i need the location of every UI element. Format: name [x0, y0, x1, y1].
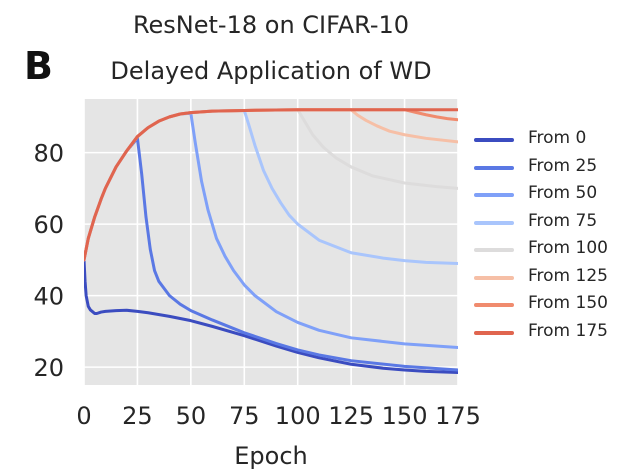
legend-swatch	[474, 303, 514, 307]
grid-lines	[83, 99, 459, 385]
x-tick-labels: 0 25 50 75 100 125 150 175	[76, 402, 481, 430]
legend-label: From 0	[528, 128, 587, 148]
x-tick-label-2: 50	[176, 402, 207, 430]
legend-label: From 50	[528, 183, 598, 203]
x-tick-label-1: 25	[122, 402, 153, 430]
legend-item-4: From 100	[472, 235, 616, 263]
legend-label: From 150	[528, 293, 608, 313]
legend-swatch	[474, 248, 514, 252]
y-tick-label-2: 60	[33, 211, 64, 239]
legend-swatch	[474, 275, 514, 280]
x-tick-label-3: 75	[229, 402, 260, 430]
chart-subtitle: Delayed Application of WD	[110, 57, 432, 85]
legend-swatch	[474, 138, 514, 142]
x-tick-label-0: 0	[76, 402, 91, 430]
series-line-0	[84, 258, 458, 374]
x-tick-label-5: 125	[328, 402, 374, 430]
y-tick-label-1: 40	[33, 283, 64, 311]
chart-title: ResNet-18 on CIFAR-10	[132, 11, 410, 39]
legend-item-7: From 175	[472, 318, 616, 346]
legend-label: From 100	[528, 238, 608, 258]
x-tick-label-4: 100	[275, 402, 321, 430]
plot-background	[84, 99, 458, 385]
y-tick-label-3: 80	[33, 140, 64, 168]
legend-item-6: From 150	[472, 290, 616, 318]
x-tick-label-6: 150	[382, 402, 428, 430]
legend-item-3: From 75	[472, 208, 616, 236]
legend-label: From 125	[528, 265, 608, 286]
legend-item-0: From 0	[472, 125, 616, 153]
legend-swatch	[474, 330, 514, 335]
series-line-7	[84, 108, 458, 262]
legend-label: From 25	[528, 155, 598, 176]
legend-label: From 175	[528, 320, 608, 341]
legend: From 0 From 25 From 50 From 75 From 100 From …	[472, 125, 616, 345]
y-tick-labels: 20 40 60 80	[33, 140, 64, 383]
legend-item-1: From 25	[472, 153, 616, 181]
legend-item-5: From 125	[472, 263, 616, 291]
legend-swatch	[474, 165, 514, 170]
legend-swatch	[474, 220, 514, 225]
y-tick-label-0: 20	[33, 354, 64, 382]
legend-swatch	[474, 193, 514, 197]
legend-label: From 75	[528, 210, 598, 231]
x-tick-label-7: 175	[435, 402, 481, 430]
x-axis-label: Epoch	[234, 442, 308, 470]
panel-label: B	[24, 44, 53, 88]
legend-item-2: From 50	[472, 180, 616, 208]
series-layer	[84, 108, 458, 374]
